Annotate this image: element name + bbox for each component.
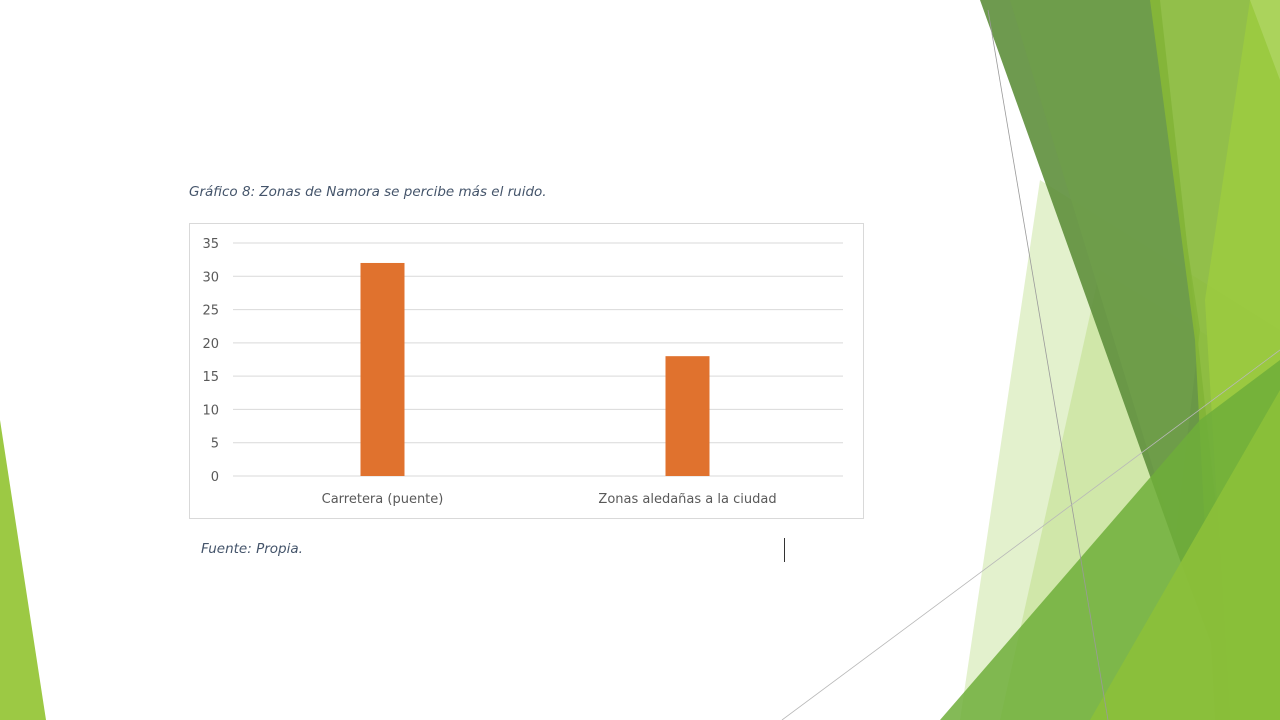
y-tick-label: 5 [211,437,219,452]
chart-caption-source: Fuente: Propia. [201,541,303,557]
y-tick-label: 25 [202,304,219,319]
y-tick-label: 0 [211,470,219,485]
decor-mid-green-band [1010,0,1200,540]
chart-frame [189,223,864,519]
decor-left-green-strip [0,420,46,720]
decor-thin-line-1 [987,9,1109,720]
y-tick-label: 20 [202,337,219,352]
y-tick-label: 15 [202,370,219,385]
y-tick-label: 30 [202,270,219,285]
text-cursor [784,538,785,562]
decor-thin-line-2 [781,349,1280,720]
y-tick-label: 35 [202,237,219,252]
bar-1 [665,356,710,476]
bar-chart: 0 5 10 15 20 25 30 35 Carretera (puente) Zonas al… [202,237,843,507]
y-tick-label: 10 [202,403,219,418]
x-tick-label: Zonas aledañas a la ciudad [598,492,776,507]
decor-bottom-lime-triangle [1090,390,1280,720]
bar-0 [360,262,405,476]
x-tick-label: Carretera (puente) [322,492,444,507]
chart-caption-title: Gráfico 8: Zonas de Namora se percibe má… [189,184,547,200]
